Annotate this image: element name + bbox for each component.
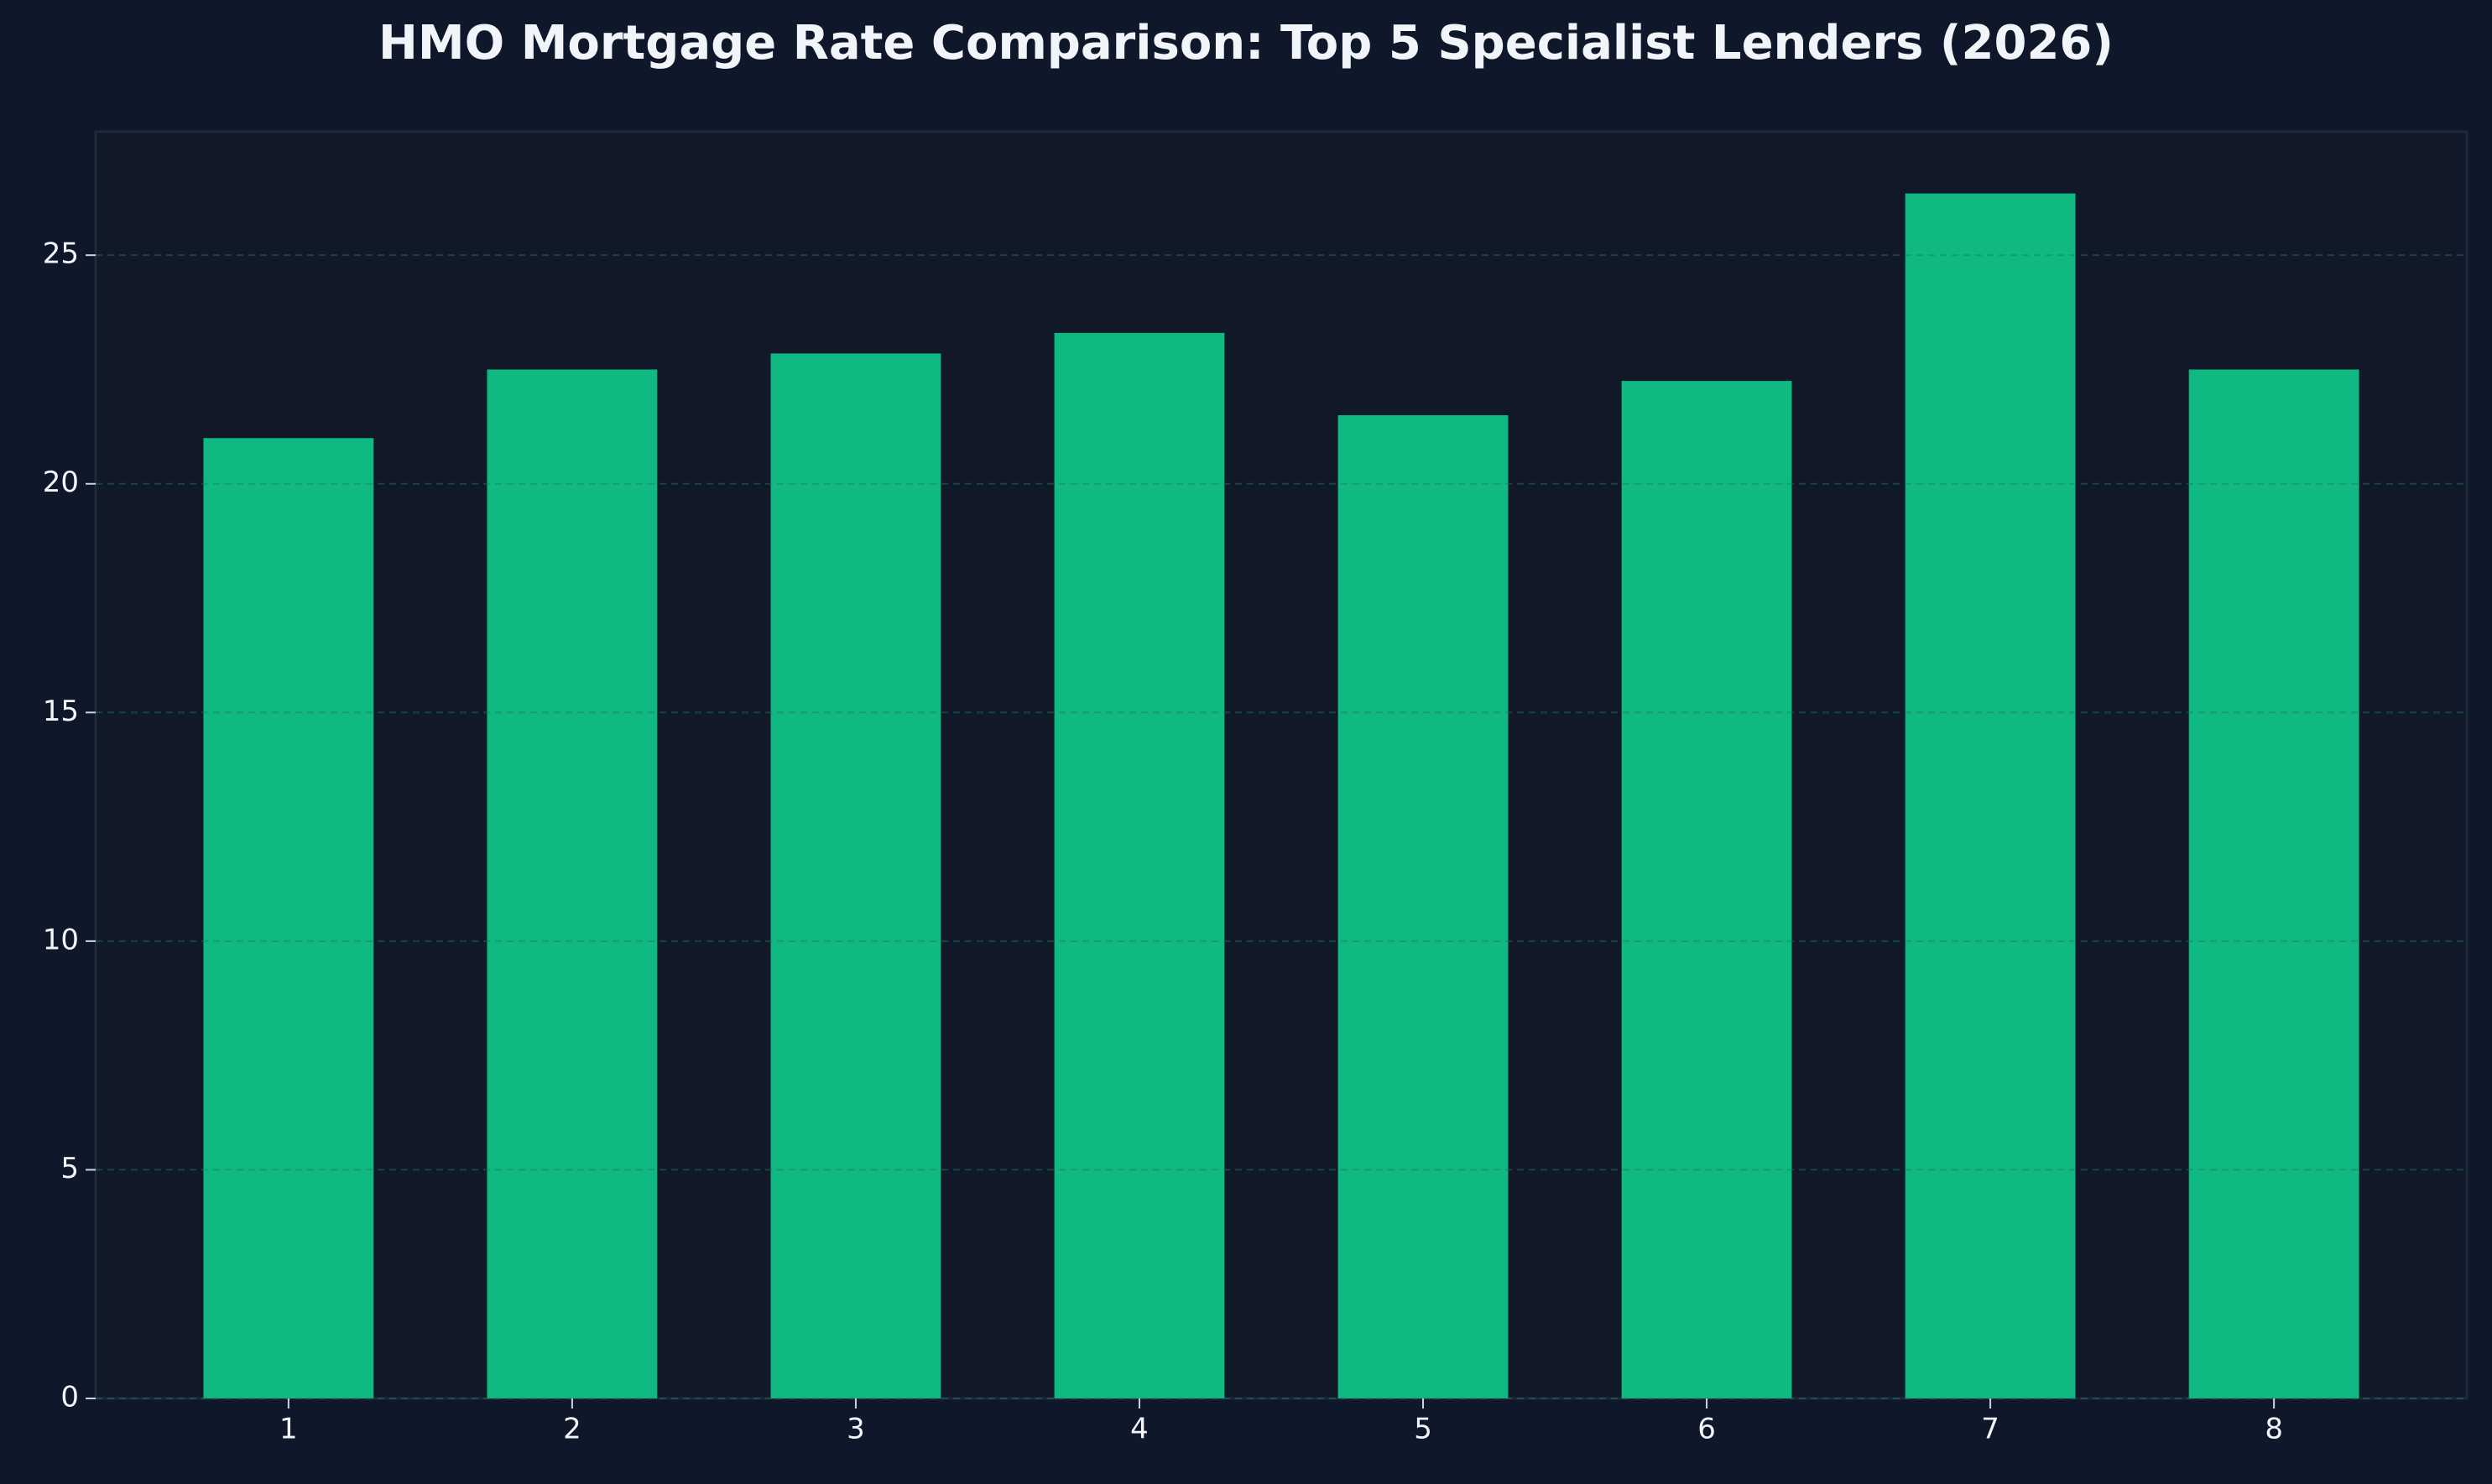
- bar: [1905, 193, 2076, 1399]
- x-tick-label: 3: [847, 1413, 865, 1446]
- y-tick-label: 20: [43, 466, 79, 499]
- x-tick-label: 1: [279, 1413, 298, 1446]
- bar: [770, 353, 941, 1399]
- bar: [1054, 332, 1225, 1398]
- bar: [203, 438, 374, 1399]
- bar: [1337, 414, 1509, 1399]
- y-tick-label: 25: [43, 237, 79, 271]
- chart-title: HMO Mortgage Rate Comparison: Top 5 Spec…: [378, 16, 2114, 70]
- bar: [487, 369, 658, 1398]
- x-tick-label: 6: [1697, 1413, 1716, 1446]
- x-tick-label: 7: [1981, 1413, 1999, 1446]
- x-tick-label: 4: [1130, 1413, 1149, 1446]
- bar: [2188, 369, 2359, 1398]
- y-tick-label: 10: [43, 923, 79, 956]
- x-tick-label: 5: [1414, 1413, 1432, 1446]
- x-tick-label: 8: [2265, 1413, 2283, 1446]
- plot-area: [94, 130, 2469, 1400]
- y-tick-label: 5: [60, 1152, 79, 1185]
- y-tick-label: 15: [43, 695, 79, 728]
- bar: [1621, 381, 1792, 1398]
- y-tick-label: 0: [60, 1381, 79, 1414]
- x-tick-label: 2: [563, 1413, 581, 1446]
